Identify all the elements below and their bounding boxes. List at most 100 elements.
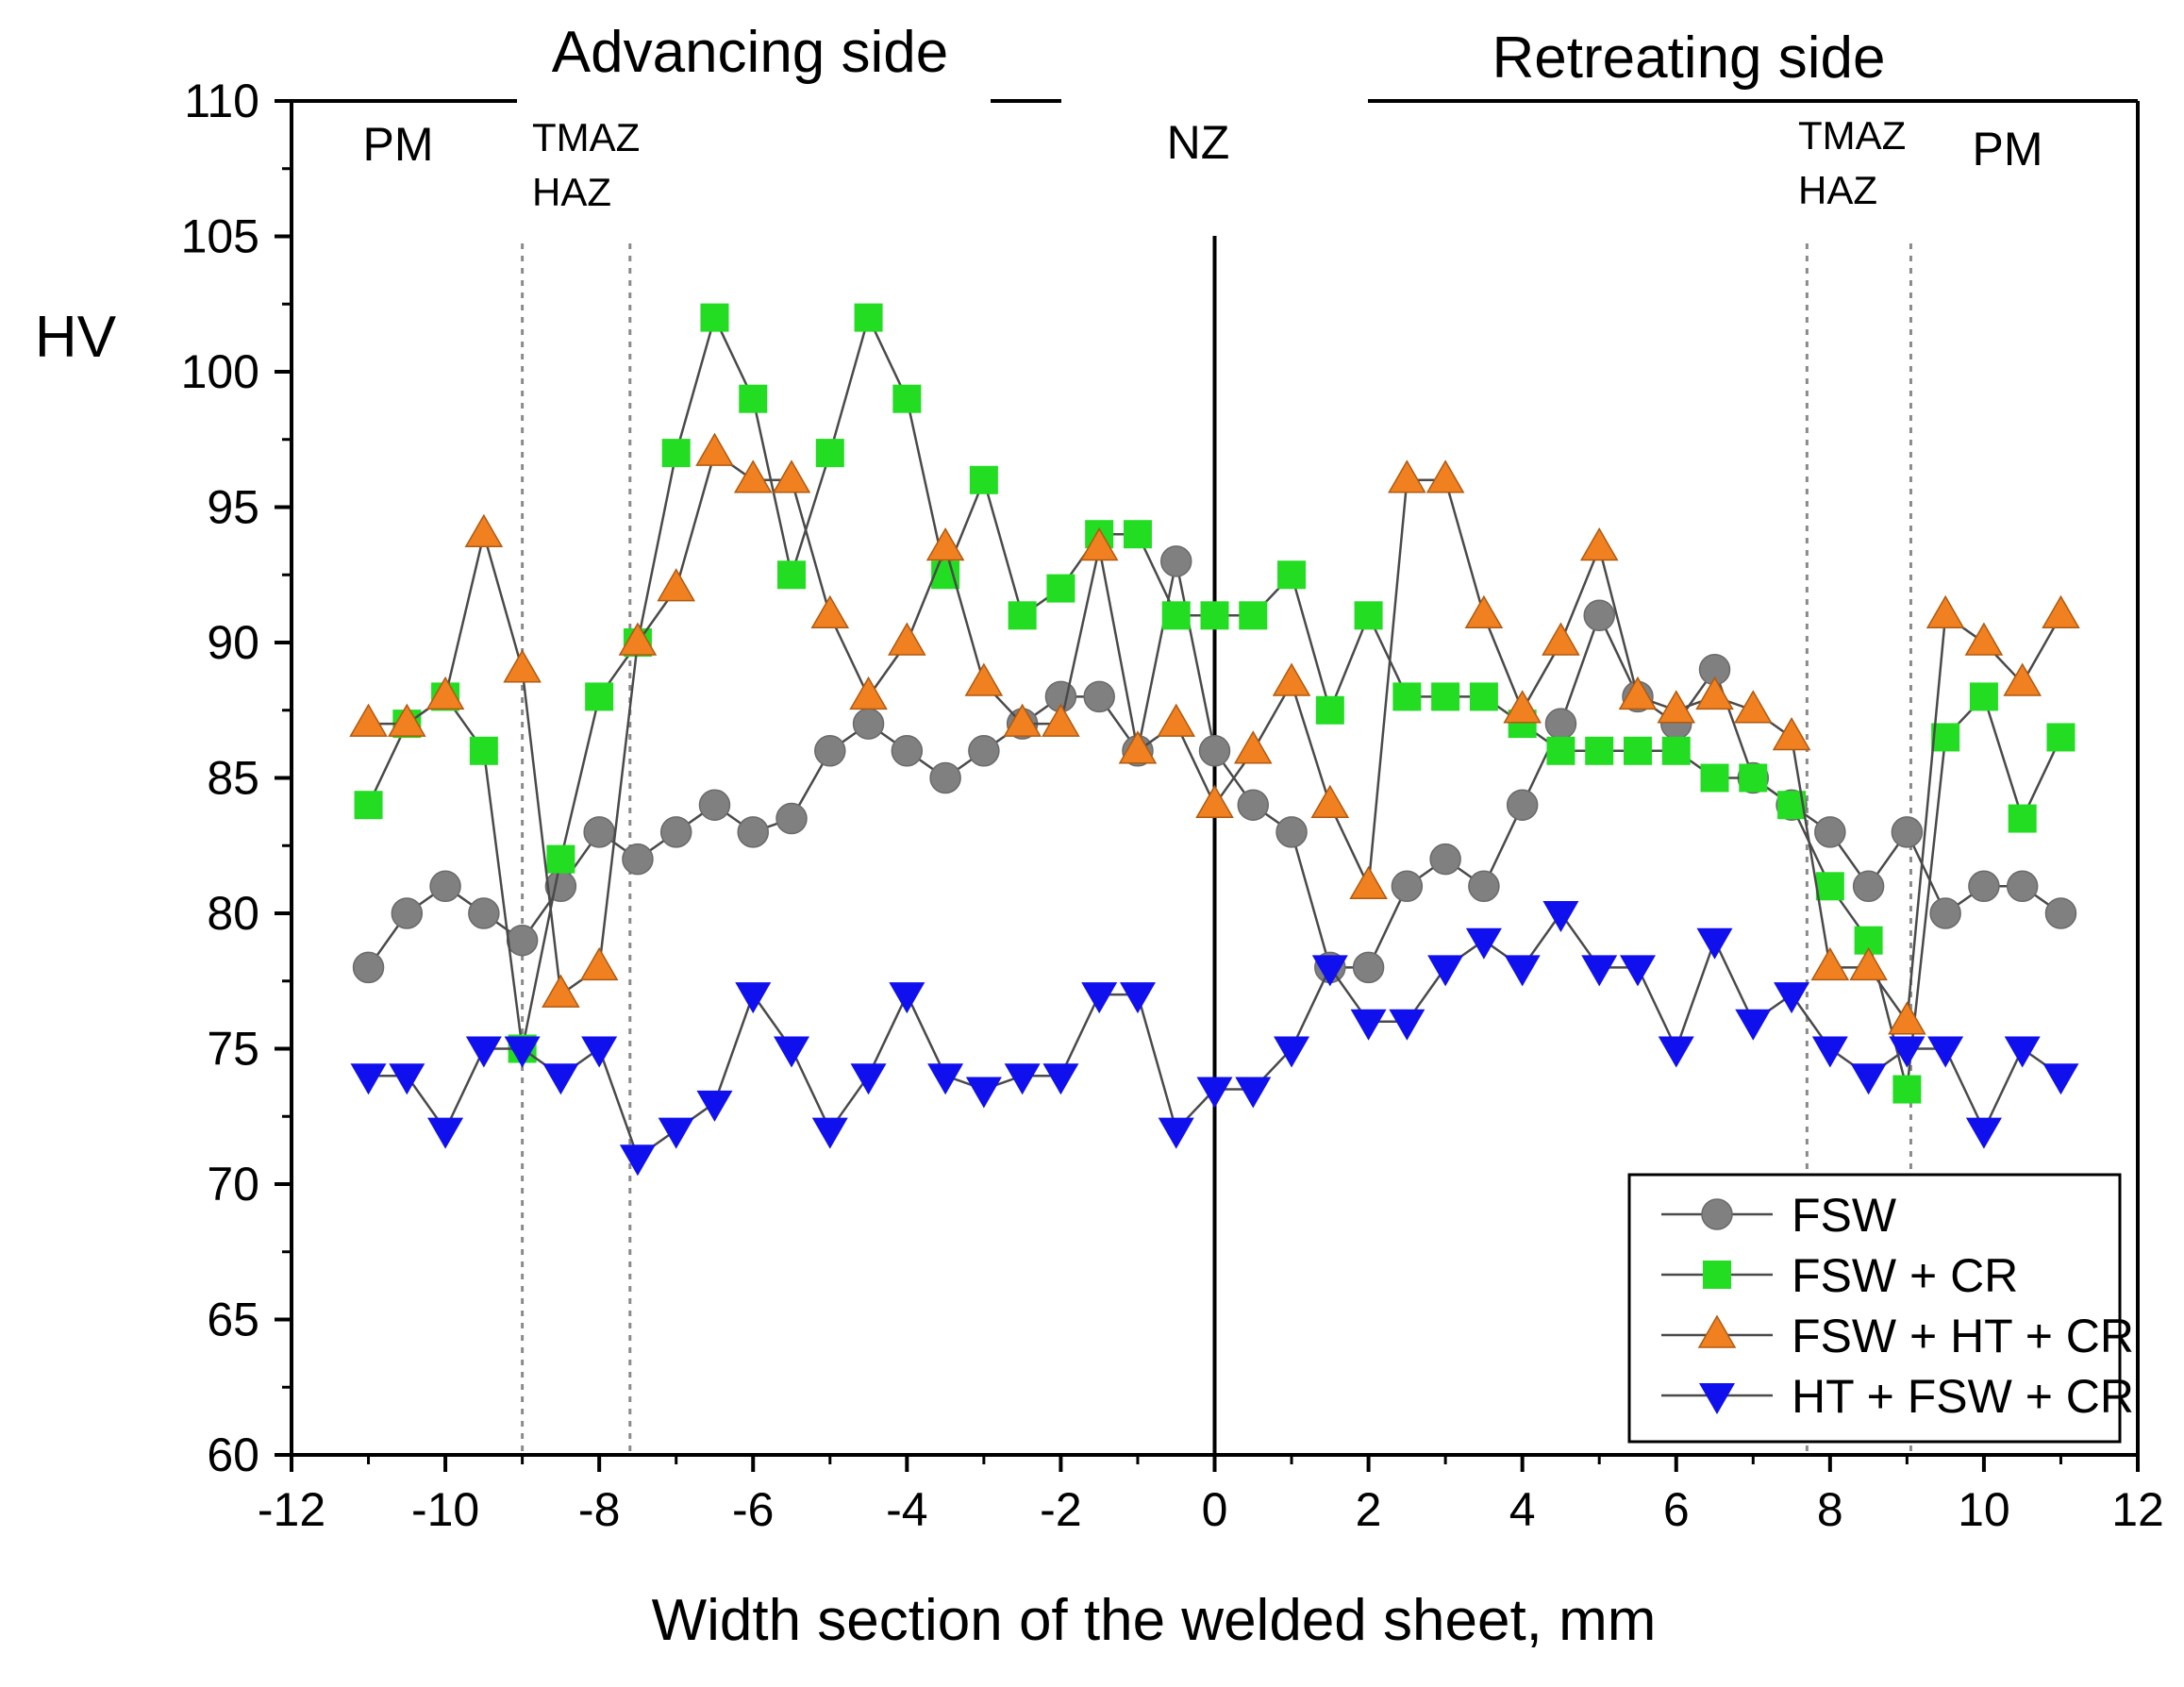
zone-label-haz-left: HAZ bbox=[532, 170, 611, 214]
data-point-1-43 bbox=[2008, 804, 2037, 833]
x-tick-label-10: 10 bbox=[1958, 1483, 2010, 1536]
data-point-0-11 bbox=[775, 802, 808, 835]
data-point-0-21 bbox=[1159, 545, 1192, 577]
data-point-1-25 bbox=[1315, 695, 1344, 725]
data-point-1-28 bbox=[1431, 682, 1460, 711]
data-point-3-44 bbox=[2042, 1063, 2079, 1095]
data-point-2-30 bbox=[1503, 690, 1542, 724]
data-point-1-34 bbox=[1661, 736, 1691, 765]
series-3 bbox=[350, 901, 2079, 1177]
data-point-0-28 bbox=[1429, 843, 1461, 876]
data-point-1-36 bbox=[1739, 763, 1768, 793]
data-point-1-23 bbox=[1239, 601, 1268, 630]
y-tick-label-70: 70 bbox=[207, 1158, 259, 1211]
legend-marker-3 bbox=[1699, 1383, 1735, 1414]
y-tick-label-85: 85 bbox=[207, 752, 259, 805]
data-point-2-4 bbox=[503, 649, 542, 683]
data-point-2-16 bbox=[964, 662, 1004, 696]
data-point-1-16 bbox=[969, 465, 998, 494]
legend: FSW FSW + CR FSW + HT + CR HT + FSW + CR bbox=[1627, 1173, 2134, 1444]
data-point-2-5 bbox=[542, 974, 580, 1008]
data-point-3-29 bbox=[1465, 927, 1502, 960]
data-point-3-3 bbox=[465, 1036, 502, 1068]
data-point-3-12 bbox=[811, 1117, 848, 1149]
data-point-2-13 bbox=[849, 676, 888, 710]
data-point-2-7 bbox=[618, 622, 658, 656]
data-point-1-35 bbox=[1700, 763, 1729, 793]
legend-marker-0 bbox=[1701, 1198, 1733, 1230]
data-point-3-36 bbox=[1735, 1009, 1772, 1041]
data-point-1-13 bbox=[854, 303, 883, 332]
data-point-3-17 bbox=[1004, 1063, 1041, 1095]
data-point-1-3 bbox=[469, 736, 498, 765]
data-point-3-22 bbox=[1196, 1077, 1233, 1109]
data-point-3-8 bbox=[658, 1117, 694, 1149]
data-point-2-43 bbox=[2003, 662, 2042, 696]
y-tick-label-60: 60 bbox=[207, 1428, 259, 1481]
data-point-0-6 bbox=[583, 816, 615, 848]
data-point-2-19 bbox=[1079, 527, 1119, 561]
data-point-2-44 bbox=[2042, 594, 2080, 629]
data-point-2-39 bbox=[1849, 946, 1888, 981]
data-point-3-1 bbox=[389, 1063, 425, 1095]
data-point-2-28 bbox=[1425, 459, 1465, 493]
data-point-1-40 bbox=[1892, 1075, 1922, 1104]
data-point-3-43 bbox=[2004, 1036, 2041, 1068]
data-point-1-22 bbox=[1200, 601, 1229, 630]
data-point-3-31 bbox=[1542, 901, 1579, 932]
data-point-0-1 bbox=[391, 897, 424, 929]
data-point-1-27 bbox=[1392, 682, 1422, 711]
data-point-3-13 bbox=[850, 1063, 887, 1095]
data-point-1-14 bbox=[892, 384, 922, 413]
data-point-3-10 bbox=[735, 982, 772, 1014]
data-point-1-10 bbox=[739, 384, 768, 413]
data-point-2-2 bbox=[425, 676, 465, 710]
data-point-3-24 bbox=[1274, 1036, 1310, 1068]
zone-label-haz-right: HAZ bbox=[1798, 168, 1877, 212]
data-point-2-11 bbox=[772, 459, 811, 493]
data-point-1-18 bbox=[1046, 574, 1075, 603]
data-point-0-12 bbox=[814, 735, 846, 767]
data-point-0-24 bbox=[1275, 816, 1308, 848]
x-tick-label--6: -6 bbox=[732, 1483, 774, 1536]
x-tick-label-4: 4 bbox=[1509, 1483, 1536, 1536]
data-point-2-32 bbox=[1579, 527, 1619, 561]
data-point-0-27 bbox=[1391, 870, 1424, 903]
data-point-2-24 bbox=[1272, 662, 1311, 696]
x-tick-label--12: -12 bbox=[258, 1483, 325, 1536]
series-2 bbox=[349, 432, 2080, 1035]
data-point-0-31 bbox=[1544, 708, 1577, 740]
data-point-1-24 bbox=[1277, 560, 1307, 590]
data-point-2-42 bbox=[1964, 622, 2004, 656]
y-tick-label-65: 65 bbox=[207, 1294, 259, 1346]
data-point-3-32 bbox=[1581, 955, 1618, 987]
y-tick-label-80: 80 bbox=[207, 887, 259, 940]
data-point-3-33 bbox=[1619, 955, 1656, 987]
data-point-3-14 bbox=[889, 982, 925, 1014]
data-point-1-26 bbox=[1354, 601, 1383, 630]
data-point-3-27 bbox=[1389, 1009, 1425, 1041]
data-point-2-9 bbox=[695, 432, 734, 466]
data-point-3-0 bbox=[350, 1063, 387, 1095]
zone-label-tmaz-right: TMAZ bbox=[1798, 113, 1906, 158]
data-point-2-41 bbox=[1926, 594, 1965, 629]
data-point-3-2 bbox=[427, 1117, 464, 1149]
data-point-0-8 bbox=[659, 816, 692, 848]
data-point-3-11 bbox=[774, 1036, 810, 1068]
legend-label-2: FSW + HT + CR bbox=[1792, 1310, 2134, 1362]
data-point-1-5 bbox=[546, 844, 575, 874]
data-point-3-40 bbox=[1889, 1036, 1926, 1068]
data-point-2-33 bbox=[1618, 676, 1658, 710]
x-tick-label-12: 12 bbox=[2111, 1483, 2164, 1536]
data-point-3-6 bbox=[581, 1036, 618, 1068]
data-point-0-13 bbox=[852, 708, 885, 740]
side-label-advancing: Advancing side bbox=[552, 20, 949, 85]
data-point-3-15 bbox=[927, 1063, 964, 1095]
data-point-0-19 bbox=[1083, 680, 1115, 713]
data-point-2-3 bbox=[464, 513, 504, 547]
data-point-2-0 bbox=[349, 703, 388, 737]
data-point-0-44 bbox=[2044, 897, 2077, 929]
x-tick-label-0: 0 bbox=[1202, 1483, 1228, 1536]
data-point-2-20 bbox=[1118, 730, 1158, 764]
data-point-3-38 bbox=[1811, 1036, 1848, 1068]
